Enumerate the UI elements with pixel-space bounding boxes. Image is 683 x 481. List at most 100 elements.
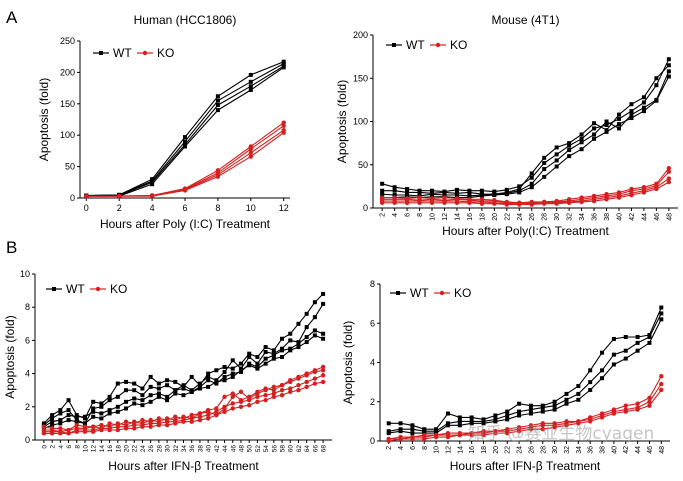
data-point xyxy=(304,335,309,340)
legend: WT KO xyxy=(390,286,471,300)
x-axis-title: Hours after Poly (I:C) Treatment xyxy=(100,217,271,231)
data-point xyxy=(164,422,170,428)
data-point xyxy=(132,422,137,428)
data-point xyxy=(74,422,79,428)
data-point xyxy=(215,94,220,99)
data-point xyxy=(312,376,318,381)
data-point xyxy=(405,186,410,191)
data-point xyxy=(189,374,194,379)
y-tick-label: 150 xyxy=(60,99,75,109)
x-tick-label: 34 xyxy=(579,213,586,221)
data-point xyxy=(255,366,260,371)
data-point xyxy=(280,355,285,359)
data-point xyxy=(58,426,63,431)
data-point xyxy=(405,190,410,195)
series-wt-1 xyxy=(84,61,286,198)
y-tick-label: 2 xyxy=(25,402,30,412)
x-tick-label: 2 xyxy=(117,203,122,213)
y-tick-label: 100 xyxy=(353,117,368,127)
data-point xyxy=(58,421,63,426)
x-tick-label: 8 xyxy=(417,213,424,217)
data-point xyxy=(222,394,227,400)
data-point xyxy=(74,429,79,434)
data-point xyxy=(579,132,584,137)
data-point xyxy=(528,407,533,412)
data-point xyxy=(312,300,317,305)
series-line xyxy=(86,61,284,197)
data-point xyxy=(181,386,186,391)
data-point xyxy=(99,411,104,416)
data-point xyxy=(623,348,628,353)
y-tick-label: 2 xyxy=(370,397,375,407)
legend-wt-marker xyxy=(396,291,400,295)
data-point xyxy=(659,381,664,387)
x-tick-label: 0 xyxy=(84,203,89,213)
data-point xyxy=(238,368,243,373)
data-point xyxy=(611,336,616,341)
data-point xyxy=(90,424,96,429)
data-point xyxy=(392,188,397,193)
data-point xyxy=(430,188,435,193)
data-point xyxy=(540,409,545,414)
data-point xyxy=(611,362,616,367)
series-ko-7 xyxy=(41,379,326,436)
data-point xyxy=(173,379,178,384)
data-point xyxy=(321,291,326,296)
data-point xyxy=(504,187,509,192)
data-point xyxy=(493,430,498,436)
data-point xyxy=(599,415,605,420)
data-point xyxy=(271,353,276,358)
data-point xyxy=(392,193,397,198)
data-point xyxy=(132,388,137,393)
x-tick-label: 36 xyxy=(588,446,595,454)
data-point xyxy=(41,424,47,429)
data-point xyxy=(445,434,451,440)
chart-human: 0 50 100 150 200 250 0 2 4 6 8 10 12 Apoptosis (fold)… xyxy=(37,13,290,231)
x-tick-label: 54 xyxy=(263,445,270,453)
data-point xyxy=(296,345,301,350)
data-point xyxy=(222,364,227,369)
data-point xyxy=(469,421,474,426)
data-point xyxy=(467,200,472,206)
data-point xyxy=(140,398,145,403)
x-tick-label: 52 xyxy=(255,445,262,453)
data-point xyxy=(312,381,318,386)
data-point xyxy=(115,427,121,433)
data-point xyxy=(457,432,463,438)
data-point xyxy=(115,424,121,429)
data-point xyxy=(165,394,170,399)
legend-wt-label: WT xyxy=(410,286,429,300)
data-point xyxy=(115,409,120,414)
data-point xyxy=(659,311,664,316)
data-point xyxy=(279,383,285,388)
legend-ko-marker xyxy=(439,290,445,296)
data-point xyxy=(312,315,317,320)
panel-label-b: B xyxy=(6,238,18,257)
x-tick-label: 24 xyxy=(517,213,524,221)
data-point xyxy=(215,108,220,113)
data-point xyxy=(165,383,170,388)
data-point xyxy=(616,112,621,117)
data-point xyxy=(281,123,286,128)
data-point xyxy=(647,340,652,345)
data-point xyxy=(505,430,510,436)
data-point xyxy=(629,192,634,198)
y-tick-label: 150 xyxy=(353,73,368,83)
data-point xyxy=(132,419,137,424)
data-point xyxy=(124,379,129,384)
legend-ko-marker xyxy=(435,42,441,48)
data-point xyxy=(263,361,268,366)
data-point xyxy=(454,187,459,192)
y-tick-label: 10 xyxy=(20,269,30,279)
data-point xyxy=(107,408,112,413)
data-point xyxy=(150,182,155,187)
data-point xyxy=(304,379,309,385)
data-point xyxy=(493,413,498,418)
data-point xyxy=(386,431,391,436)
x-tick-label: 6 xyxy=(182,203,187,213)
x-tick-label: 4 xyxy=(150,203,155,213)
data-point xyxy=(529,181,534,186)
data-point xyxy=(635,340,640,345)
data-point xyxy=(504,192,509,197)
